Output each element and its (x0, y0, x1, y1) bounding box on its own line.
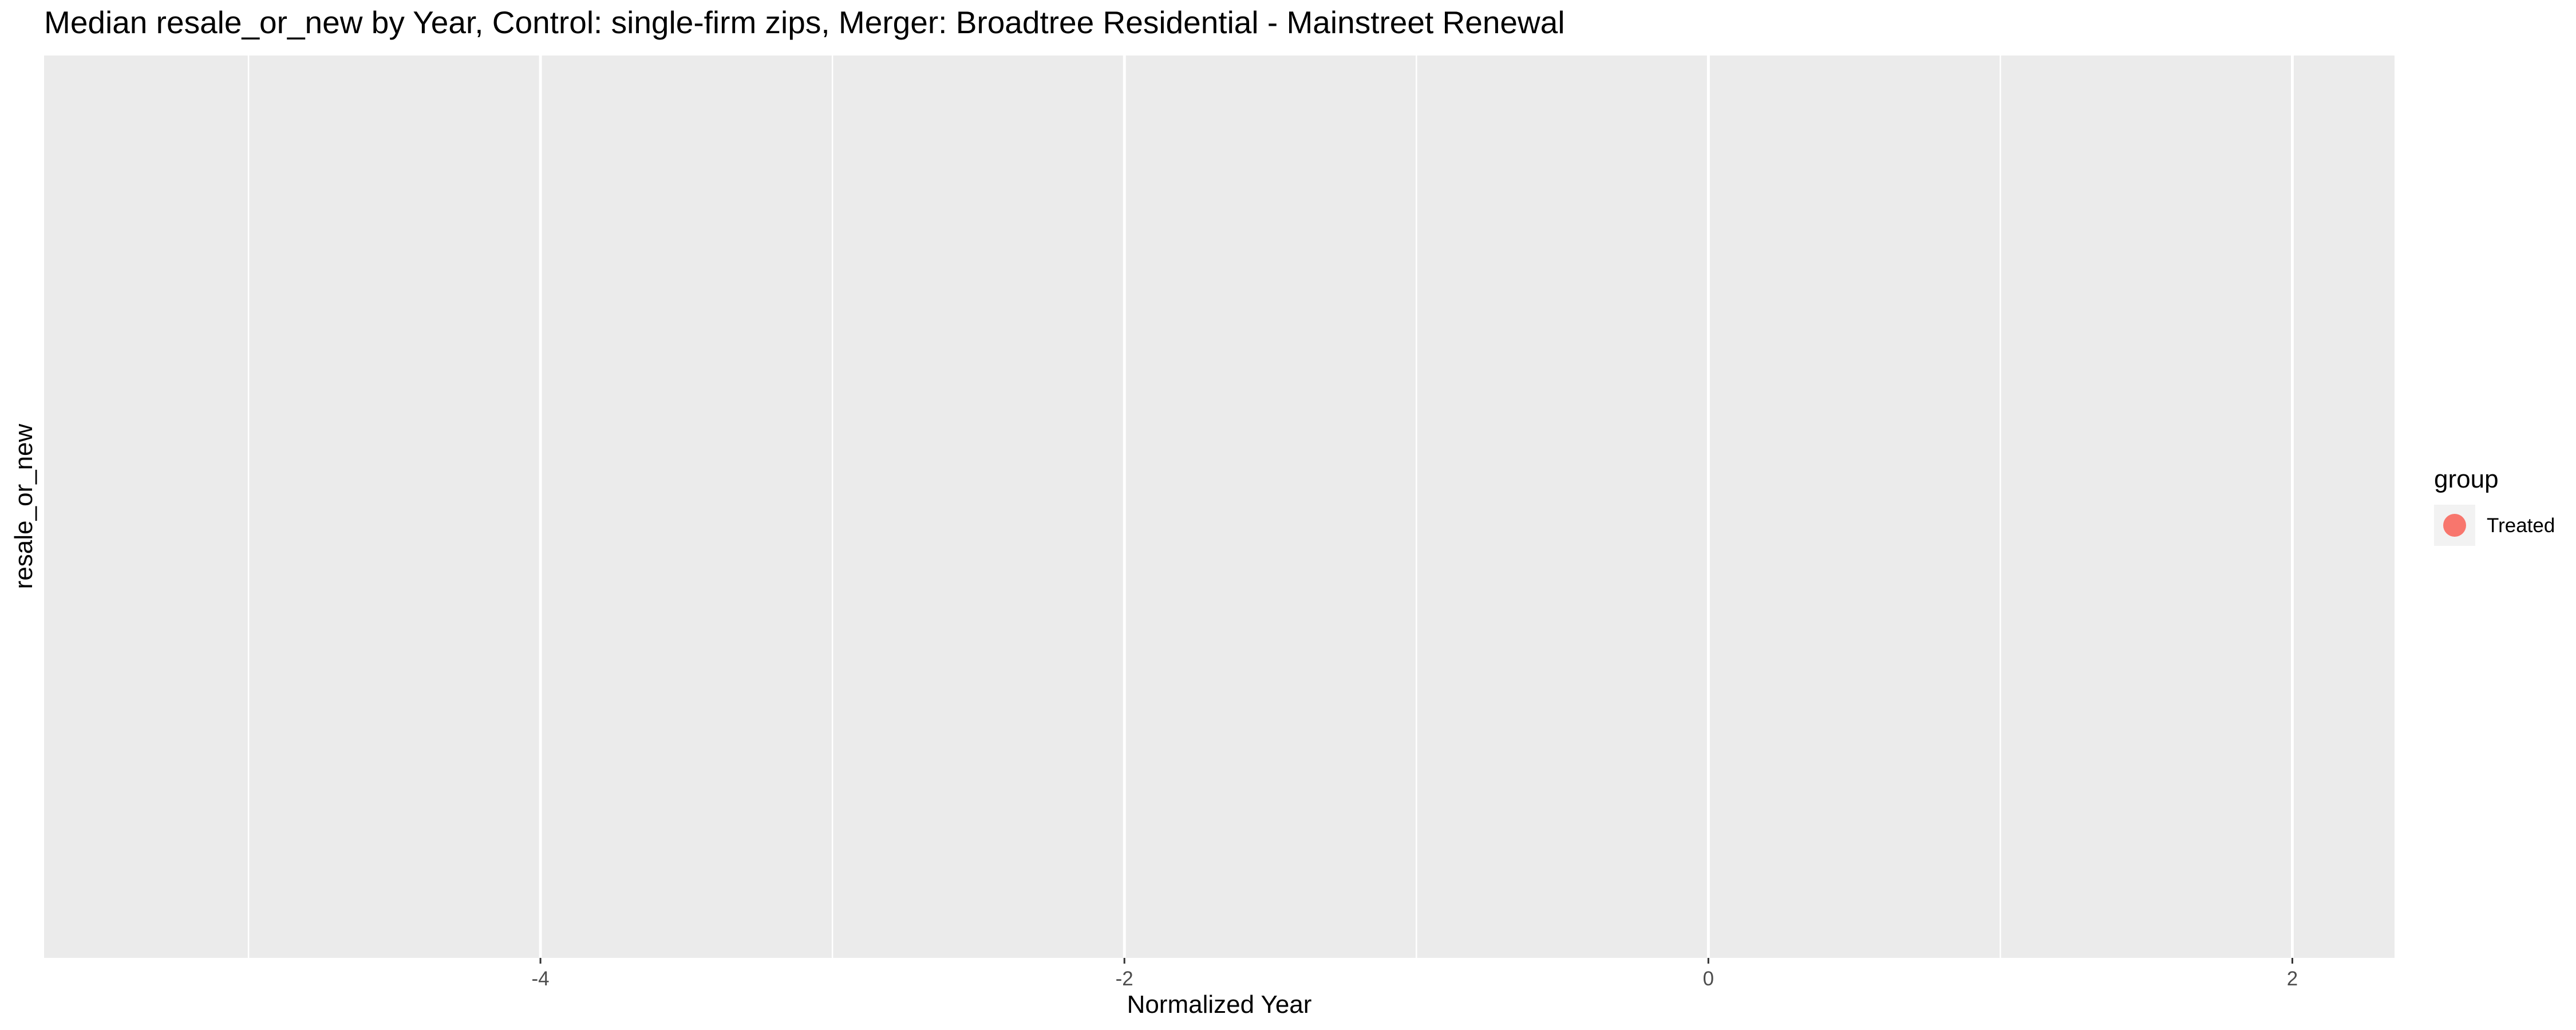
major-gridlines (539, 56, 2294, 958)
x-axis-ticks (539, 958, 2293, 964)
x-tick-label-3: 2 (2287, 968, 2298, 990)
legend-marker-0 (2443, 514, 2466, 537)
x-axis-tick-labels: -4 -2 0 2 (532, 968, 2298, 990)
x-tick-label-2: 0 (1703, 968, 1714, 990)
legend: group Treated (2434, 465, 2555, 546)
x-tick-label-0: -4 (532, 968, 550, 990)
x-tick-label-1: -2 (1116, 968, 1133, 990)
legend-title: group (2434, 465, 2499, 493)
chart-title: Median resale_or_new by Year, Control: s… (44, 5, 1565, 40)
y-axis-title: resale_or_new (10, 423, 38, 589)
x-axis-title: Normalized Year (1127, 991, 1312, 1019)
legend-label-0: Treated (2487, 514, 2555, 537)
minor-gridlines (247, 56, 2001, 958)
plot-panel (44, 56, 2395, 958)
legend-entries: Treated (2434, 505, 2555, 546)
